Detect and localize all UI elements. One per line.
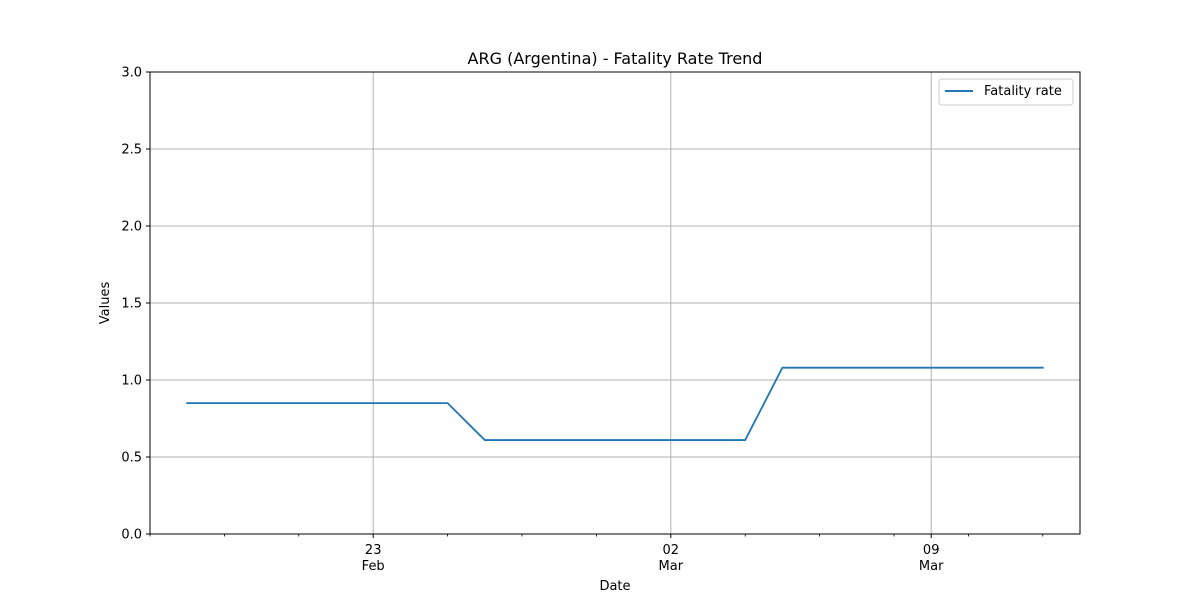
x-tick-label-day: 02 — [663, 543, 680, 558]
x-tick-label-day: 09 — [923, 543, 940, 558]
y-tick-label: 1.0 — [121, 374, 142, 389]
y-tick-label: 1.5 — [121, 297, 142, 312]
x-tick-label-month: Mar — [919, 559, 944, 574]
x-axis-label: Date — [599, 579, 630, 594]
y-tick-label: 0.5 — [121, 451, 142, 466]
x-tick-label-month: Feb — [362, 559, 385, 574]
y-tick-label: 0.0 — [121, 528, 142, 543]
x-tick-label-month: Mar — [659, 559, 684, 574]
y-axis-label: Values — [98, 282, 113, 325]
x-tick-label-day: 23 — [365, 543, 382, 558]
y-tick-label: 2.5 — [121, 143, 142, 158]
y-tick-label: 2.0 — [121, 220, 142, 235]
legend-label-fatality-rate: Fatality rate — [984, 84, 1062, 99]
legend: Fatality rate — [938, 78, 1074, 106]
legend-box — [938, 78, 1074, 106]
chart-title: ARG (Argentina) - Fatality Rate Trend — [468, 49, 763, 68]
grid — [150, 72, 1080, 534]
series-line-fatality-rate — [186, 366, 1044, 441]
series-layer — [186, 366, 1044, 441]
y-tick-label: 3.0 — [121, 66, 142, 81]
